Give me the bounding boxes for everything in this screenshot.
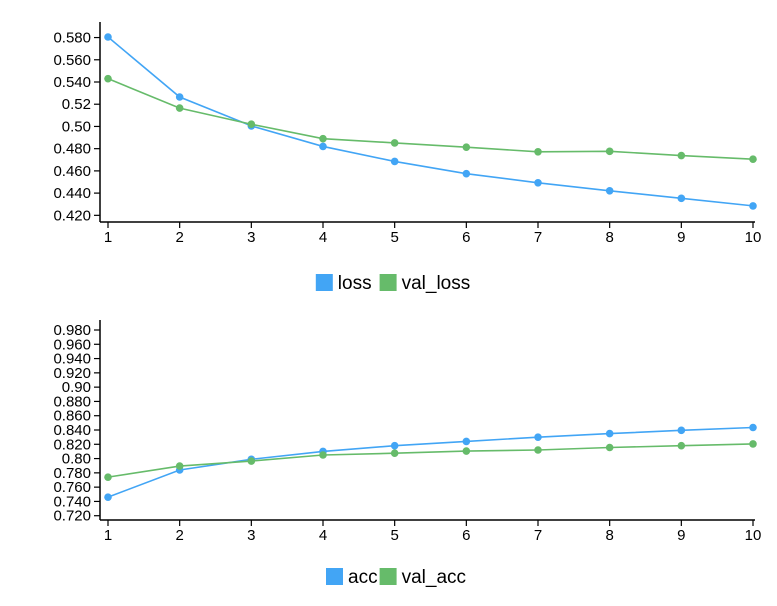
y-tick-label: 0.840 [53,422,91,439]
x-tick-label: 9 [677,527,685,544]
legend: loss val_loss [315,273,471,294]
x-tick-label: 2 [175,229,183,246]
y-tick-label: 0.780 [53,465,91,482]
x-tick-label: 5 [390,527,398,544]
data-point-val_loss [534,147,542,156]
y-tick-label: 0.940 [53,351,91,368]
data-point-acc [749,423,757,432]
y-tick-label: 0.980 [53,322,91,339]
y-tick-label: 0.460 [53,163,91,180]
x-tick-label: 7 [534,229,542,246]
y-tick-label: 0.880 [53,393,91,410]
x-tick-label: 1 [104,527,112,544]
data-point-loss [319,142,327,151]
data-point-val_loss [605,147,614,156]
data-point-val_loss [319,134,327,143]
data-point-val_acc [749,440,757,448]
data-point-val_acc [462,447,471,455]
y-tick-label: 0.960 [53,336,91,353]
y-tick-label: 0.440 [53,185,91,202]
data-point-acc [605,429,614,438]
data-point-loss [605,186,614,195]
data-point-loss [677,194,686,203]
x-tick-label: 7 [534,527,542,544]
y-tick-label: 0.420 [53,207,91,224]
legend-label-val_loss: val_loss [402,273,471,294]
data-point-acc [677,426,686,435]
x-tick-label: 6 [462,229,470,246]
y-tick-label: 0.820 [53,436,91,453]
x-tick-label: 5 [390,229,398,246]
data-point-val_loss [247,120,256,129]
data-point-val_loss [749,155,757,164]
x-tick-label: 4 [319,527,327,544]
data-point-val_loss [175,104,184,112]
x-tick-label: 10 [745,527,762,544]
y-tick-label: 0.80 [62,451,91,468]
y-tick-label: 0.580 [53,30,91,47]
x-tick-label: 1 [104,229,112,246]
legend-label-acc: acc [348,567,378,588]
y-tick-label: 0.480 [53,141,91,158]
series-line-acc [107,426,754,498]
legend-swatch-val_loss [379,274,397,291]
x-tick-label: 3 [247,527,255,544]
x-tick-label: 3 [247,229,255,246]
y-tick-label: 0.920 [53,365,91,382]
legend-swatch-acc [326,568,343,585]
data-point-val_acc [247,457,256,465]
legend-swatch-loss [315,274,333,291]
data-point-val_loss [677,151,686,160]
data-point-loss [749,202,757,210]
chart-panel-2: 0.7200.7400.7600.7800.800.8200.8400.8600… [53,320,761,588]
data-point-val_loss [390,139,399,147]
data-point-val_acc [104,473,112,481]
data-point-val_acc [175,462,184,470]
legend: acc val_acc [326,567,466,588]
y-tick-label: 0.90 [62,379,91,396]
x-tick-label: 4 [319,229,327,246]
data-point-acc [534,433,542,441]
data-point-val_acc [534,446,542,454]
data-point-acc [462,437,471,446]
y-tick-label: 0.540 [53,74,91,91]
x-tick-label: 2 [175,527,183,544]
data-point-acc [390,441,399,450]
data-point-loss [104,33,112,41]
x-tick-label: 10 [745,229,762,246]
series-line-val_acc [107,443,754,478]
x-tick-label: 6 [462,527,470,544]
x-tick-label: 8 [605,229,613,246]
data-point-loss [462,169,471,178]
data-point-val_loss [104,74,112,83]
data-point-loss [175,93,184,101]
y-tick-label: 0.860 [53,408,91,425]
data-point-val_acc [390,449,399,458]
y-tick-label: 0.740 [53,493,91,510]
y-tick-label: 0.50 [62,118,91,135]
series-line-loss [107,36,754,207]
chart-panel-1: 0.420 0.440 0.460 0.480 0.50 0.52 0.540 0.560 0.… [53,22,761,294]
series-line-val_loss [107,77,754,161]
data-point-val_acc [677,441,686,450]
data-point-loss [534,178,542,187]
y-tick-label: 0.720 [53,508,91,525]
y-tick-label: 0.760 [53,479,91,496]
x-tick-label: 9 [677,229,685,246]
legend-swatch-val_acc [379,568,397,585]
data-point-val_loss [462,143,471,152]
legend-label-val_acc: val_acc [402,567,466,588]
y-tick-label: 0.560 [53,52,91,69]
legend-label-loss: loss [338,273,372,294]
data-point-val_acc [319,451,327,459]
data-point-loss [390,157,399,166]
x-tick-label: 8 [605,527,613,544]
data-point-val_acc [605,443,614,452]
data-point-acc [104,493,112,501]
y-tick-label: 0.52 [62,96,91,113]
